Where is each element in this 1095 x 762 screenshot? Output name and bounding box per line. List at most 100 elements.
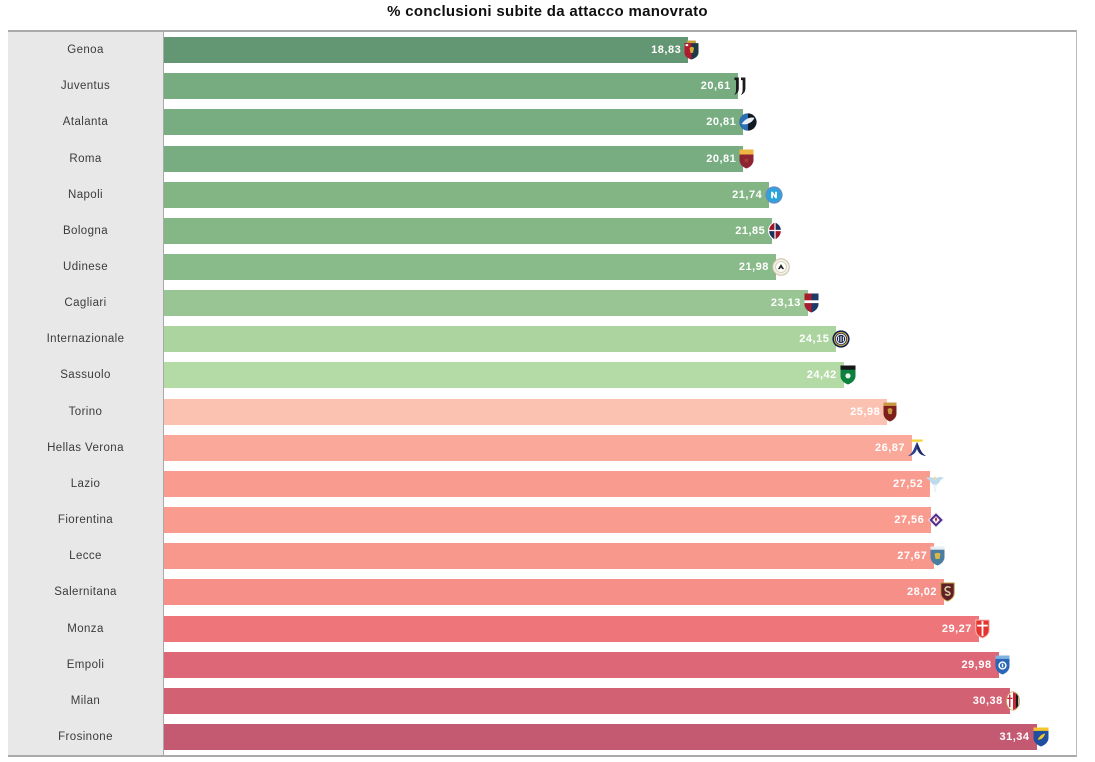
bar-track: 27,56 <box>164 502 1076 538</box>
bar: 21,98 <box>164 254 776 281</box>
category-label: Internazionale <box>8 321 164 358</box>
bar-value-label: 18,83 <box>651 44 682 57</box>
empoli-crest <box>995 655 1010 675</box>
category-label: Sassuolo <box>8 357 164 394</box>
bar: 31,34 <box>164 724 1037 751</box>
bar-track: 20,81 <box>164 140 1076 176</box>
chart-row: Monza 29,27 <box>8 610 1076 647</box>
bar: 20,81 <box>164 109 744 136</box>
bar-track: 29,27 <box>164 611 1076 647</box>
chart-row: Sassuolo 24,42 <box>8 357 1076 394</box>
milan-crest <box>1005 691 1020 711</box>
category-label: Juventus <box>8 68 164 105</box>
bar: 21,85 <box>164 217 773 244</box>
chart-row: Empoli 29,98 <box>8 646 1076 683</box>
bar-track: 23,13 <box>164 285 1076 321</box>
bar-value-label: 21,74 <box>732 188 763 201</box>
bar-track: 26,87 <box>164 430 1076 466</box>
bar-track: 27,67 <box>164 538 1076 574</box>
bar: 18,83 <box>164 37 689 64</box>
bar-chart: Genoa 18,83 Juventus 20,61 Atalanta 20,81 Roma… <box>8 30 1077 757</box>
bar-track: 21,74 <box>164 177 1076 213</box>
bar: 26,87 <box>164 434 913 461</box>
bar: 25,98 <box>164 398 888 425</box>
cagliari-crest <box>804 293 819 313</box>
bar-value-label: 26,87 <box>874 441 906 454</box>
bar-value-label: 30,38 <box>972 694 1003 707</box>
roma-crest <box>739 149 754 169</box>
bar-track: 30,38 <box>164 683 1076 719</box>
chart-row: Genoa 18,83 <box>8 32 1076 69</box>
chart-row: Bologna 21,85 <box>8 212 1076 249</box>
chart-row: Milan 30,38 <box>8 682 1076 719</box>
bar-track: 24,15 <box>164 321 1076 357</box>
chart-row: Frosinone 31,34 <box>8 718 1076 756</box>
bar-track: 18,83 <box>164 32 1076 68</box>
bar-track: 20,81 <box>164 104 1076 140</box>
bar-value-label: 24,15 <box>799 333 830 346</box>
chart-row: Fiorentina 27,56 <box>8 502 1076 539</box>
salernitana-crest <box>940 582 955 602</box>
bar-value-label: 29,98 <box>961 658 992 671</box>
chart-row: Torino 25,98 <box>8 393 1076 430</box>
chart-title: % conclusioni subite da attacco manovrat… <box>387 3 708 20</box>
torino-crest <box>883 402 897 422</box>
bar-value-label: 21,98 <box>738 261 769 274</box>
category-label: Frosinone <box>8 718 164 756</box>
bar-track: 27,52 <box>164 466 1076 502</box>
chart-row: Juventus 20,61 <box>8 68 1076 105</box>
chart-row: Atalanta 20,81 <box>8 104 1076 141</box>
fiorentina-crest <box>927 511 945 529</box>
bar-track: 20,61 <box>164 68 1076 104</box>
bar-value-label: 28,02 <box>907 586 938 599</box>
bar-track: 29,98 <box>164 647 1076 683</box>
bar: 21,74 <box>164 181 770 208</box>
category-label: Salernitana <box>8 574 164 611</box>
bar-value-label: 24,42 <box>806 369 837 382</box>
category-label: Empoli <box>8 646 164 683</box>
bar: 20,81 <box>164 145 744 172</box>
bar: 24,42 <box>164 362 844 389</box>
bar-value-label: 23,13 <box>770 297 801 310</box>
bar-track: 25,98 <box>164 394 1076 430</box>
bar: 30,38 <box>164 687 1010 714</box>
juventus-logo <box>733 77 747 96</box>
frosinone-crest <box>1033 727 1049 747</box>
bar-track: 28,02 <box>164 574 1076 610</box>
bar: 28,02 <box>164 579 945 606</box>
category-label: Lazio <box>8 465 164 503</box>
napoli-crest <box>765 186 783 204</box>
monza-crest <box>975 619 990 639</box>
chart-row: Roma 20,81 <box>8 140 1076 177</box>
category-label: Hellas Verona <box>8 429 164 466</box>
bar-track: 21,85 <box>164 213 1076 249</box>
bar: 24,15 <box>164 326 837 353</box>
lazio-crest <box>926 475 945 493</box>
category-label: Bologna <box>8 212 164 249</box>
bar: 29,98 <box>164 651 999 678</box>
category-label: Cagliari <box>8 285 164 322</box>
bar-value-label: 31,34 <box>999 731 1030 744</box>
inter-crest <box>832 330 850 348</box>
bar: 20,61 <box>164 73 738 100</box>
udinese-crest <box>772 258 790 276</box>
bar: 23,13 <box>164 290 808 317</box>
bar-track: 21,98 <box>164 249 1076 285</box>
chart-row: Hellas Verona 26,87 <box>8 429 1076 466</box>
bar-value-label: 20,81 <box>706 116 737 129</box>
bar-track: 24,42 <box>164 357 1076 393</box>
category-label: Lecce <box>8 538 164 575</box>
bar-value-label: 27,56 <box>894 514 925 527</box>
bar: 29,27 <box>164 615 979 642</box>
chart-row: Lazio 27,52 <box>8 465 1076 503</box>
bar: 27,56 <box>164 507 932 534</box>
sassuolo-crest <box>840 365 856 385</box>
category-label: Fiorentina <box>8 502 164 539</box>
bar-value-label: 27,67 <box>897 550 928 563</box>
bar-value-label: 27,52 <box>893 477 924 490</box>
category-label: Milan <box>8 682 164 719</box>
genoa-crest <box>684 40 699 60</box>
lecce-crest <box>930 546 945 566</box>
bar-value-label: 29,27 <box>941 622 972 635</box>
chart-row: Napoli 21,74 <box>8 176 1076 213</box>
